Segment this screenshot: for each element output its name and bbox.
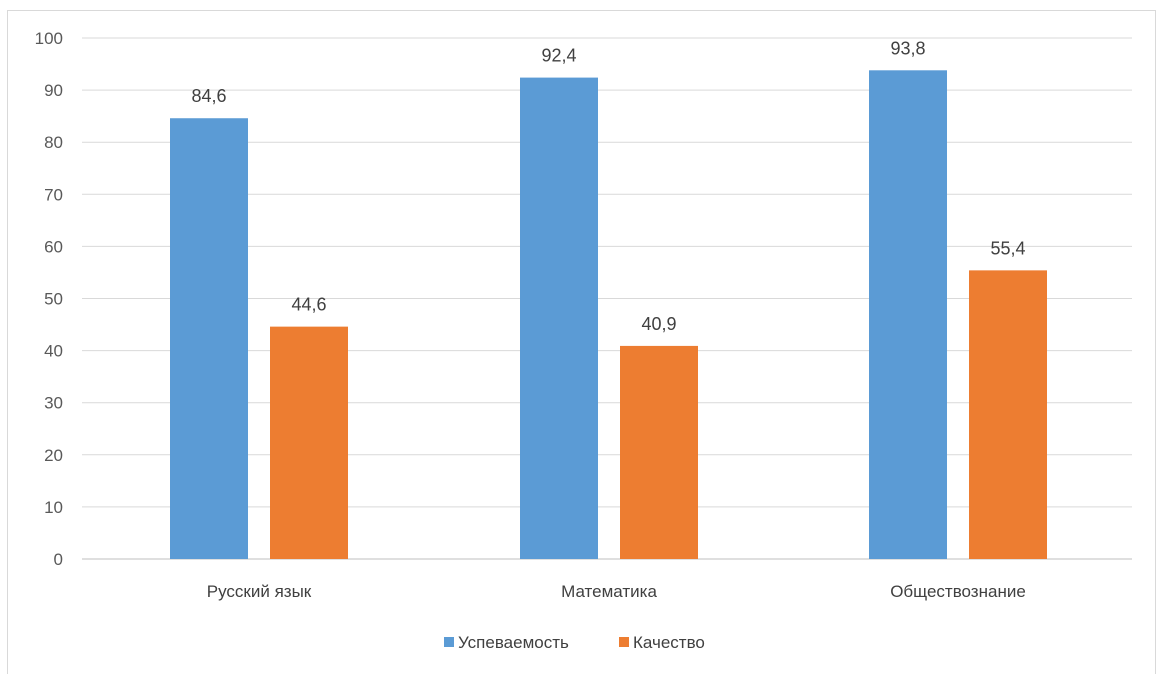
y-tick-label: 90 (44, 81, 63, 100)
y-tick-label: 10 (44, 498, 63, 517)
bar (270, 326, 348, 559)
y-tick-label: 50 (44, 290, 63, 309)
bar (969, 270, 1047, 559)
legend-swatch (619, 637, 629, 647)
category-label: Математика (561, 582, 657, 601)
y-axis-ticks: 0 10 20 30 40 50 60 70 80 90 100 (35, 29, 63, 569)
bar (869, 70, 947, 559)
data-label: 84,6 (191, 86, 226, 106)
bars (170, 70, 1047, 559)
bar (520, 77, 598, 559)
data-label: 44,6 (291, 295, 326, 315)
bar (170, 118, 248, 559)
legend-swatch (444, 637, 454, 647)
y-tick-label: 40 (44, 342, 63, 361)
y-tick-label: 0 (54, 550, 63, 569)
y-tick-label: 70 (44, 185, 63, 204)
bar (620, 345, 698, 559)
y-tick-label: 30 (44, 394, 63, 413)
legend: Успеваемость Качество (444, 633, 705, 652)
y-tick-label: 80 (44, 133, 63, 152)
data-label: 55,4 (990, 238, 1025, 258)
category-label: Обществознание (890, 582, 1026, 601)
y-tick-label: 20 (44, 446, 63, 465)
category-label: Русский язык (207, 582, 312, 601)
data-labels: 84,6 44,6 92,4 40,9 93,8 55,4 (191, 38, 1025, 334)
x-axis-categories: Русский язык Математика Обществознание (207, 582, 1026, 601)
data-label: 92,4 (541, 46, 576, 66)
legend-label: Успеваемость (458, 633, 569, 652)
y-tick-label: 100 (35, 29, 63, 48)
y-tick-label: 60 (44, 237, 63, 256)
data-label: 40,9 (641, 314, 676, 334)
gridlines (82, 37, 1132, 560)
legend-label: Качество (633, 633, 705, 652)
data-label: 93,8 (890, 38, 925, 58)
